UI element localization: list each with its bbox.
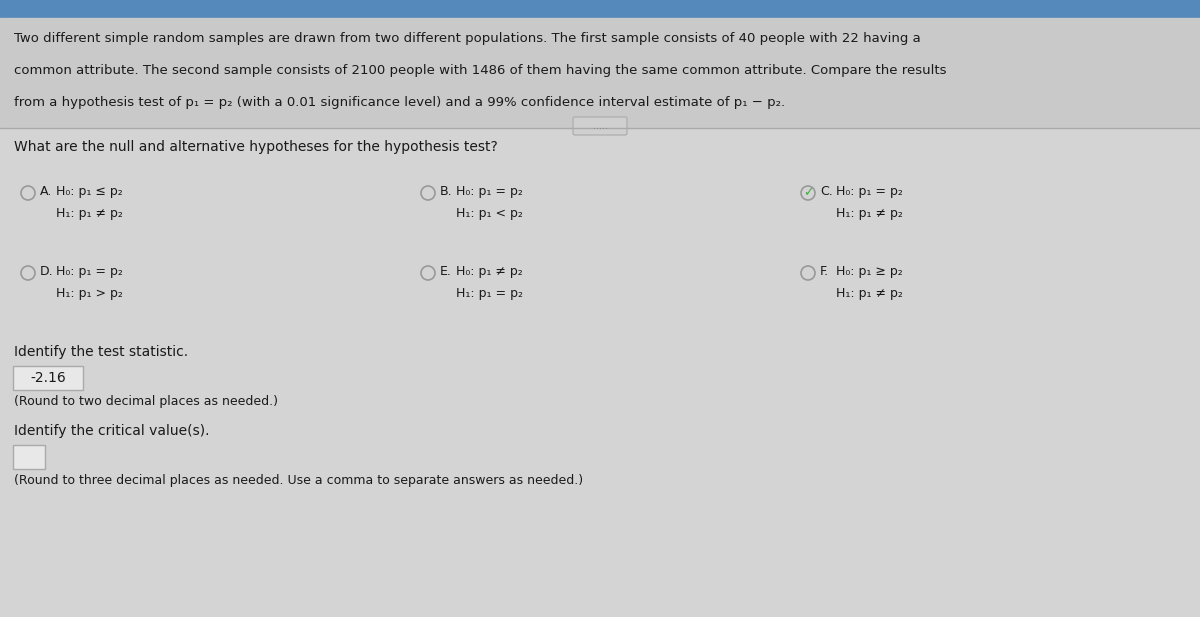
Text: H₀: p₁ ≠ p₂: H₀: p₁ ≠ p₂ (456, 265, 523, 278)
Text: H₀: p₁ = p₂: H₀: p₁ = p₂ (836, 185, 902, 198)
Text: D.: D. (40, 265, 54, 278)
FancyBboxPatch shape (574, 117, 628, 135)
Text: B.: B. (440, 185, 452, 198)
Text: from a hypothesis test of p₁ = p₂ (with a 0.01 significance level) and a 99% con: from a hypothesis test of p₁ = p₂ (with … (14, 96, 785, 109)
Text: E.: E. (440, 265, 452, 278)
Text: H₁: p₁ ≠ p₂: H₁: p₁ ≠ p₂ (836, 287, 902, 300)
Bar (0, 0, 1200, 18)
Text: .....: ..... (593, 121, 607, 131)
Text: H₀: p₁ = p₂: H₀: p₁ = p₂ (56, 265, 122, 278)
Text: C.: C. (820, 185, 833, 198)
Text: What are the null and alternative hypotheses for the hypothesis test?: What are the null and alternative hypoth… (14, 140, 498, 154)
Text: H₁: p₁ > p₂: H₁: p₁ > p₂ (56, 287, 122, 300)
Text: H₁: p₁ ≠ p₂: H₁: p₁ ≠ p₂ (56, 207, 122, 220)
Bar (0, 128, 1200, 617)
Text: common attribute. The second sample consists of 2100 people with 1486 of them ha: common attribute. The second sample cons… (14, 64, 947, 77)
Text: A.: A. (40, 185, 53, 198)
Bar (0, 18, 1200, 128)
Text: ✓: ✓ (803, 186, 814, 199)
Text: Identify the critical value(s).: Identify the critical value(s). (14, 424, 210, 438)
Text: F.: F. (820, 265, 829, 278)
Text: (Round to three decimal places as needed. Use a comma to separate answers as nee: (Round to three decimal places as needed… (14, 474, 583, 487)
Text: H₁: p₁ ≠ p₂: H₁: p₁ ≠ p₂ (836, 207, 902, 220)
Text: H₀: p₁ ≥ p₂: H₀: p₁ ≥ p₂ (836, 265, 902, 278)
Text: Identify the test statistic.: Identify the test statistic. (14, 345, 188, 359)
Text: (Round to two decimal places as needed.): (Round to two decimal places as needed.) (14, 395, 278, 408)
Text: Two different simple random samples are drawn from two different populations. Th: Two different simple random samples are … (14, 32, 920, 45)
Text: H₀: p₁ ≤ p₂: H₀: p₁ ≤ p₂ (56, 185, 122, 198)
FancyBboxPatch shape (13, 366, 83, 390)
Text: H₀: p₁ = p₂: H₀: p₁ = p₂ (456, 185, 523, 198)
FancyBboxPatch shape (13, 445, 46, 469)
Text: -2.16: -2.16 (30, 371, 66, 385)
Text: H₁: p₁ = p₂: H₁: p₁ = p₂ (456, 287, 523, 300)
Text: H₁: p₁ < p₂: H₁: p₁ < p₂ (456, 207, 523, 220)
